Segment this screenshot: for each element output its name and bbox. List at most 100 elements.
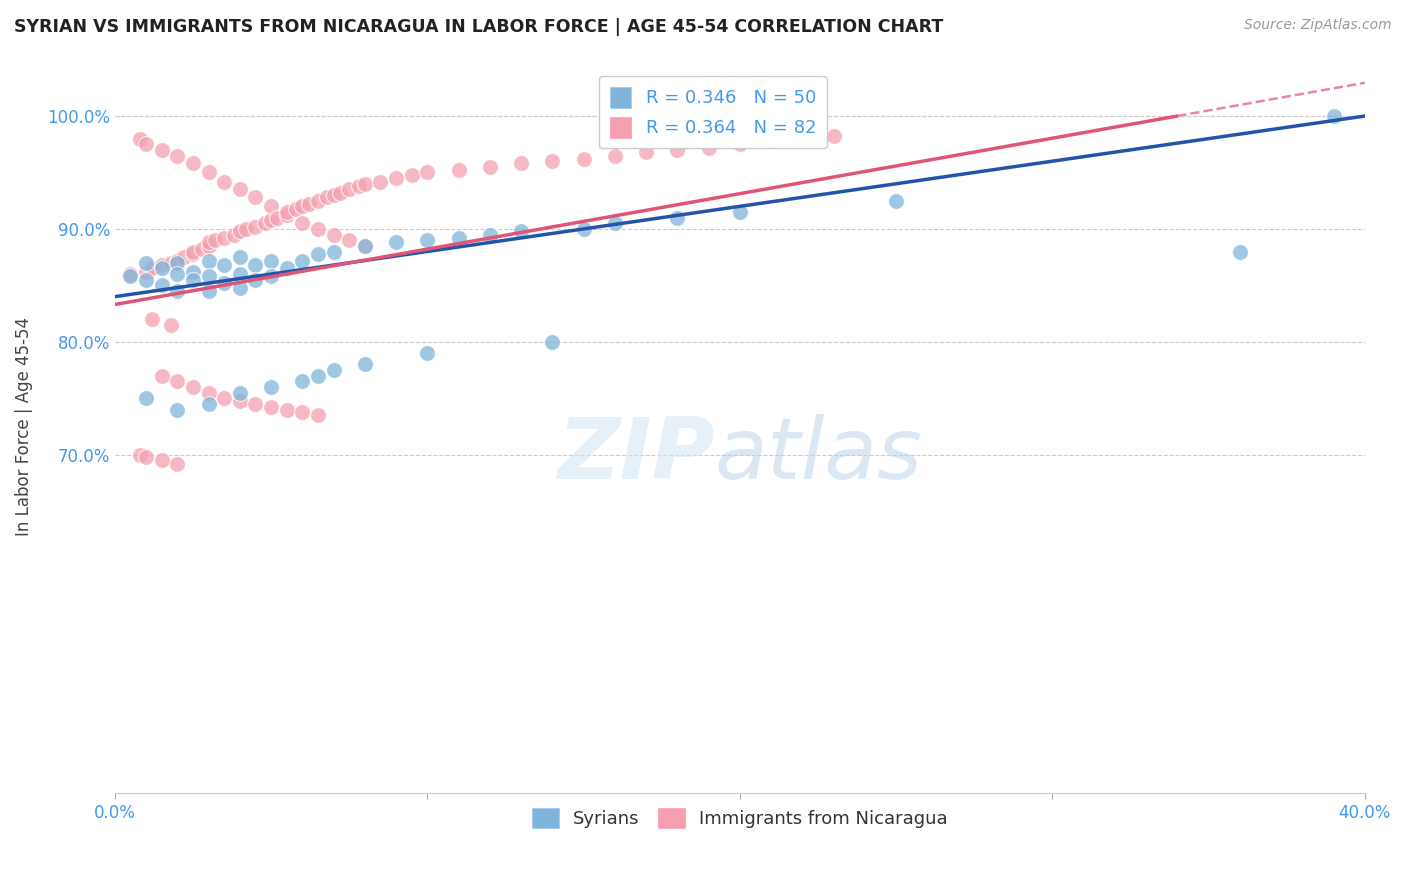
- Point: [160, 318, 183, 332]
- Point: [291, 199, 314, 213]
- Point: [229, 385, 252, 400]
- Text: atlas: atlas: [714, 414, 922, 498]
- Point: [329, 186, 352, 200]
- Point: [253, 216, 276, 230]
- Point: [181, 273, 204, 287]
- Point: [150, 453, 173, 467]
- Point: [510, 224, 533, 238]
- Point: [337, 182, 360, 196]
- Point: [759, 134, 782, 148]
- Point: [307, 246, 329, 260]
- Point: [416, 346, 439, 360]
- Point: [572, 152, 595, 166]
- Point: [120, 269, 142, 284]
- Point: [191, 242, 214, 256]
- Point: [222, 227, 245, 242]
- Legend: Syrians, Immigrants from Nicaragua: Syrians, Immigrants from Nicaragua: [524, 800, 955, 836]
- Point: [385, 171, 408, 186]
- Point: [181, 156, 204, 170]
- Point: [291, 405, 314, 419]
- Point: [316, 190, 339, 204]
- Point: [229, 280, 252, 294]
- Text: SYRIAN VS IMMIGRANTS FROM NICARAGUA IN LABOR FORCE | AGE 45-54 CORRELATION CHART: SYRIAN VS IMMIGRANTS FROM NICARAGUA IN L…: [14, 18, 943, 36]
- Point: [307, 222, 329, 236]
- Point: [245, 397, 267, 411]
- Point: [416, 233, 439, 247]
- Point: [181, 244, 204, 259]
- Point: [135, 256, 157, 270]
- Point: [370, 174, 392, 188]
- Point: [276, 205, 298, 219]
- Y-axis label: In Labor Force | Age 45-54: In Labor Force | Age 45-54: [15, 317, 32, 536]
- Point: [447, 163, 470, 178]
- Point: [245, 258, 267, 272]
- Point: [603, 216, 626, 230]
- Point: [150, 258, 173, 272]
- Point: [229, 267, 252, 281]
- Point: [401, 168, 423, 182]
- Point: [141, 312, 163, 326]
- Point: [260, 269, 283, 284]
- Point: [266, 211, 288, 225]
- Point: [260, 380, 283, 394]
- Point: [150, 368, 173, 383]
- Point: [181, 380, 204, 394]
- Point: [541, 334, 564, 349]
- Point: [510, 156, 533, 170]
- Point: [181, 246, 204, 260]
- Point: [353, 239, 375, 253]
- Point: [128, 448, 150, 462]
- Point: [823, 129, 845, 144]
- Point: [197, 397, 219, 411]
- Point: [135, 265, 157, 279]
- Point: [229, 224, 252, 238]
- Point: [728, 205, 751, 219]
- Point: [792, 131, 814, 145]
- Point: [634, 145, 657, 160]
- Point: [307, 194, 329, 208]
- Point: [166, 284, 188, 298]
- Point: [166, 253, 188, 268]
- Point: [166, 148, 188, 162]
- Point: [697, 141, 720, 155]
- Point: [128, 131, 150, 145]
- Point: [572, 222, 595, 236]
- Point: [260, 213, 283, 227]
- Point: [229, 393, 252, 408]
- Point: [260, 253, 283, 268]
- Point: [353, 177, 375, 191]
- Point: [120, 267, 142, 281]
- Point: [212, 276, 235, 290]
- Point: [245, 190, 267, 204]
- Point: [728, 137, 751, 152]
- Point: [291, 216, 314, 230]
- Point: [337, 233, 360, 247]
- Point: [666, 143, 689, 157]
- Point: [416, 165, 439, 179]
- Point: [447, 231, 470, 245]
- Point: [235, 222, 257, 236]
- Point: [322, 227, 344, 242]
- Point: [322, 188, 344, 202]
- Point: [260, 401, 283, 415]
- Point: [297, 197, 319, 211]
- Point: [229, 250, 252, 264]
- Point: [150, 278, 173, 293]
- Point: [212, 258, 235, 272]
- Point: [478, 227, 501, 242]
- Point: [197, 239, 219, 253]
- Point: [197, 165, 219, 179]
- Point: [291, 253, 314, 268]
- Point: [322, 363, 344, 377]
- Point: [541, 154, 564, 169]
- Point: [353, 239, 375, 253]
- Point: [884, 194, 907, 208]
- Point: [135, 450, 157, 464]
- Point: [276, 208, 298, 222]
- Point: [173, 250, 195, 264]
- Point: [229, 182, 252, 196]
- Point: [160, 256, 183, 270]
- Point: [166, 267, 188, 281]
- Point: [212, 174, 235, 188]
- Point: [135, 137, 157, 152]
